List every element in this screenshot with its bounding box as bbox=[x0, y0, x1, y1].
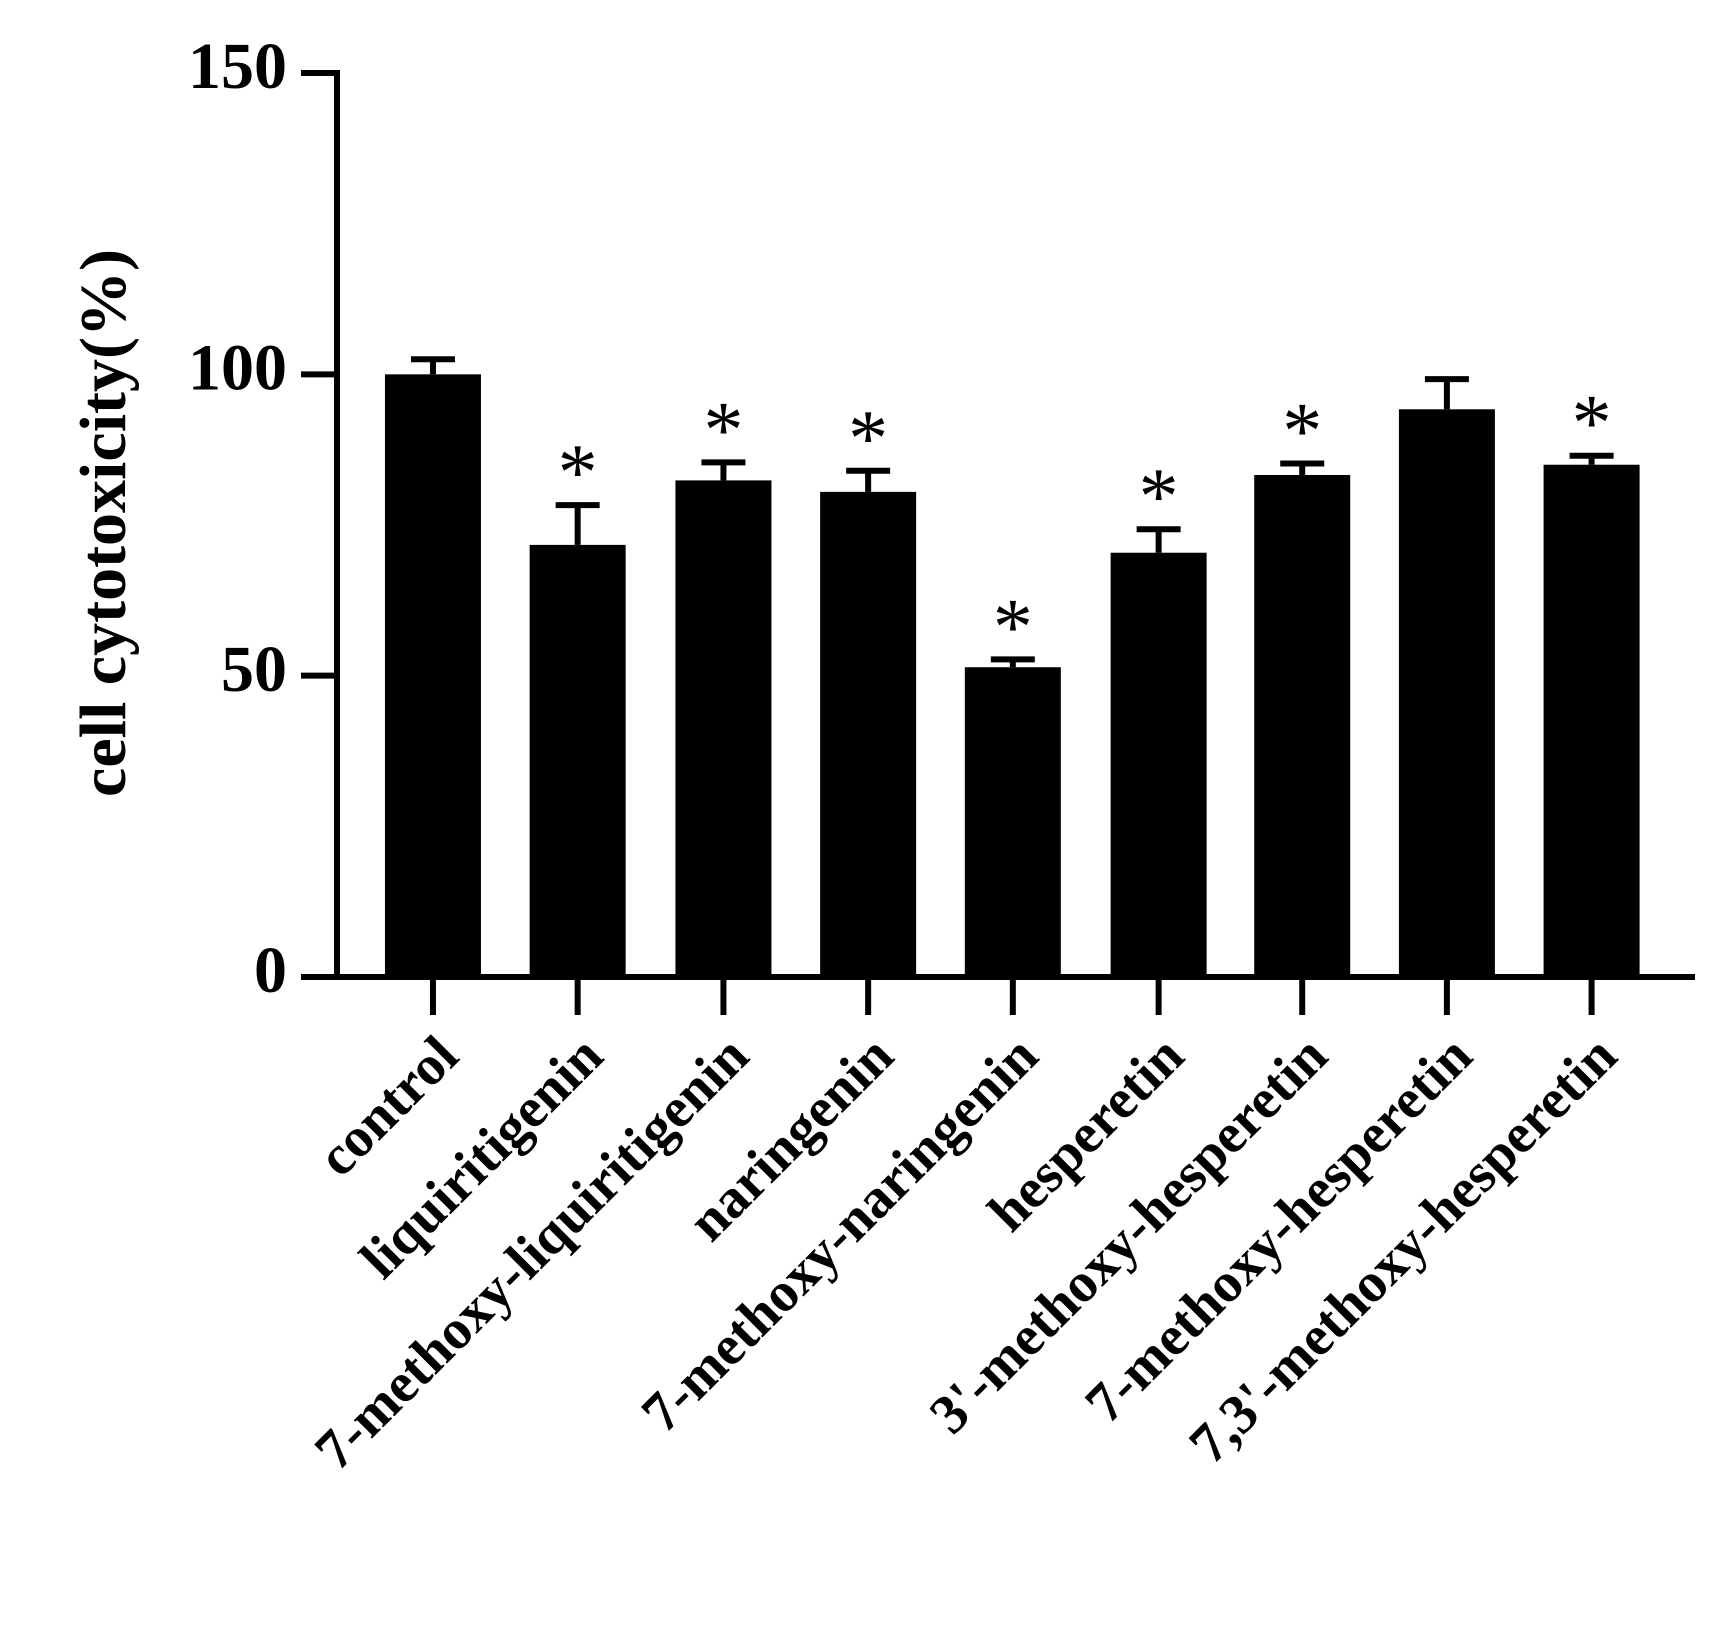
significance-marker: * bbox=[1139, 453, 1179, 541]
bar bbox=[529, 544, 626, 977]
significance-marker: * bbox=[1572, 380, 1612, 468]
y-tick-label: 100 bbox=[188, 331, 287, 404]
y-axis-label: cell cytotoxicity(%) bbox=[67, 249, 140, 797]
bar bbox=[675, 480, 772, 977]
significance-marker: * bbox=[703, 386, 743, 474]
y-tick-label: 150 bbox=[188, 30, 287, 103]
y-tick-label: 50 bbox=[221, 633, 287, 706]
bar bbox=[1110, 552, 1207, 977]
significance-marker: * bbox=[848, 395, 888, 483]
bar bbox=[1543, 464, 1640, 977]
bar bbox=[384, 374, 481, 977]
significance-marker: * bbox=[993, 583, 1033, 671]
significance-marker: * bbox=[1282, 388, 1322, 476]
bar bbox=[1398, 409, 1495, 978]
significance-marker: * bbox=[558, 429, 598, 517]
bar bbox=[1254, 474, 1351, 977]
y-tick-label: 0 bbox=[254, 934, 287, 1007]
bar bbox=[820, 491, 917, 977]
bar bbox=[964, 667, 1061, 977]
